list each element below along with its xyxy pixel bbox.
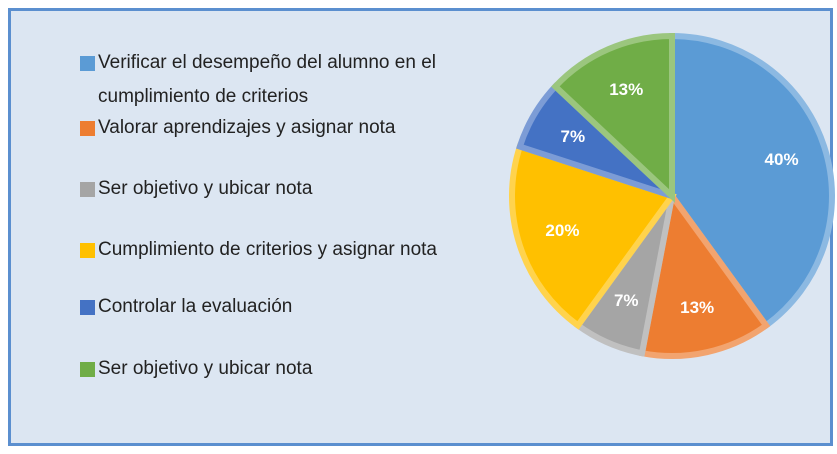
legend-swatch <box>80 121 95 136</box>
legend-label: Ser objetivo y ubicar nota <box>98 178 313 199</box>
legend-label: Valorar aprendizajes y asignar nota <box>98 117 396 138</box>
data-label: 13% <box>609 80 643 99</box>
data-label: 7% <box>614 291 639 310</box>
pie-slice <box>638 188 771 359</box>
data-label: 7% <box>561 127 586 146</box>
pie-slice <box>551 32 675 203</box>
legend-label: Ser objetivo y ubicar nota <box>98 358 313 379</box>
pie-slice <box>669 32 835 330</box>
legend-label: Verificar el desempeño del alumno en el … <box>98 52 436 107</box>
legend-label: Controlar la evaluación <box>98 296 293 317</box>
legend-swatch <box>80 56 95 71</box>
legend-swatch <box>80 182 95 197</box>
legend-label: Cumplimiento de criterios y asignar nota <box>98 239 437 260</box>
data-label: 20% <box>545 221 579 240</box>
data-label: 13% <box>680 298 714 317</box>
legend-swatch <box>80 300 95 315</box>
data-label: 40% <box>765 150 799 169</box>
legend-swatch <box>80 243 95 258</box>
legend-swatch <box>80 362 95 377</box>
pie-slice <box>509 142 677 330</box>
